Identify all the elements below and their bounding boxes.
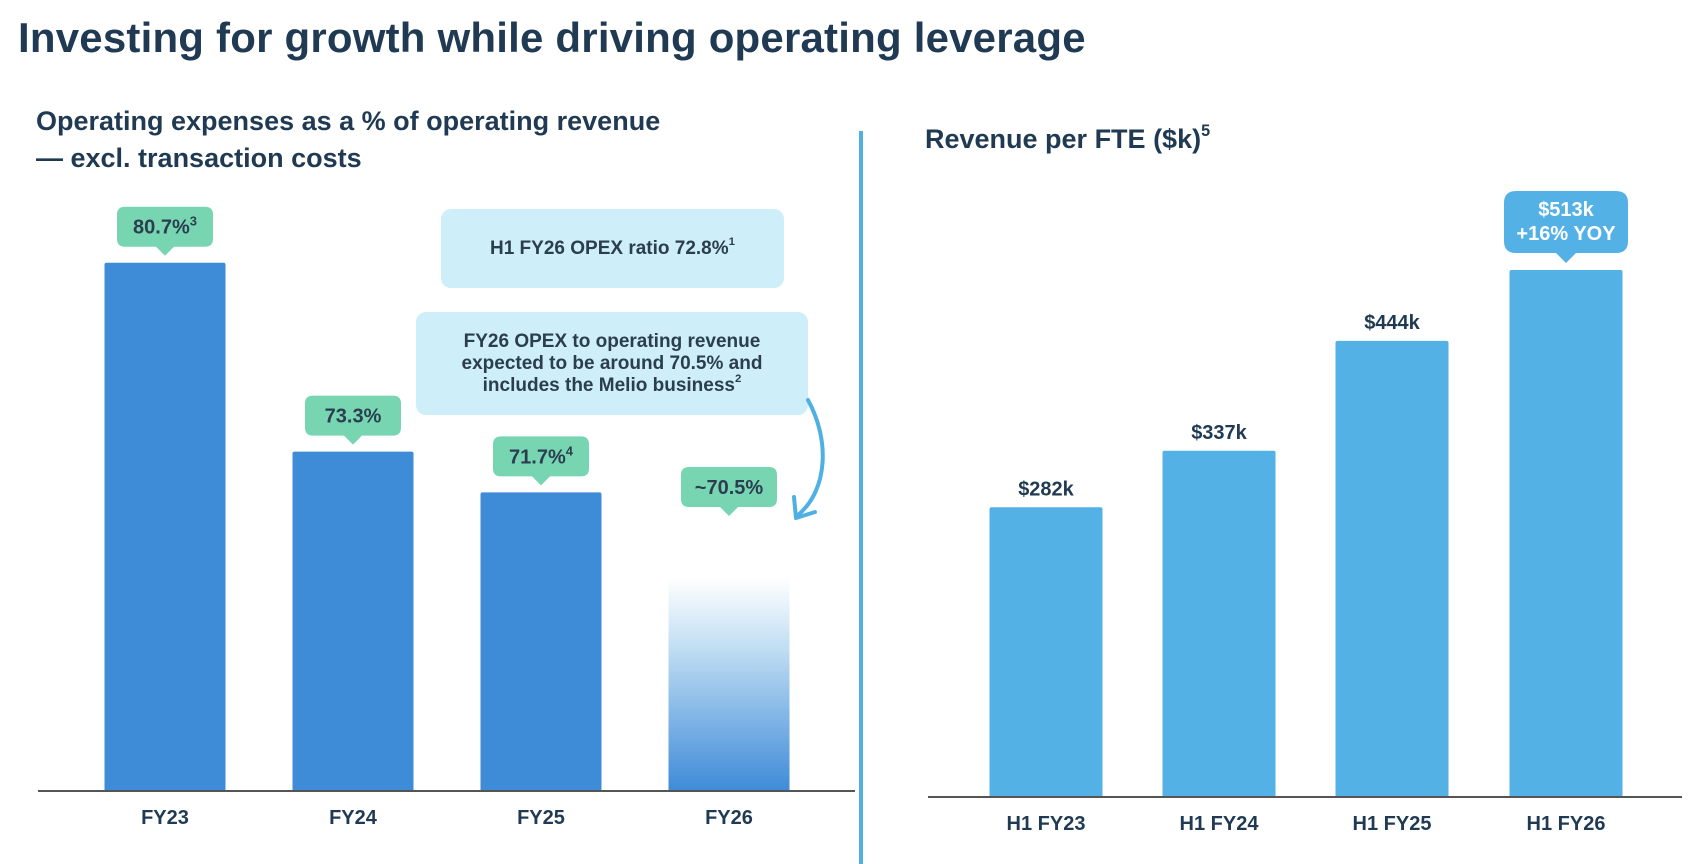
bar-fy26-projected (668, 578, 790, 791)
fy26-outlook-line2: expected to be around 70.5% and (461, 352, 763, 374)
footnote-marker: 3 (190, 214, 197, 229)
h1-opex-footnote: 1 (728, 236, 735, 249)
bar-h1-fy24 (1162, 450, 1276, 797)
left-chart-title-line1: Operating expenses as a % of operating r… (36, 106, 661, 136)
bar-value-label: 73.3% (325, 406, 382, 428)
bar-h1-fy23 (989, 507, 1103, 797)
bar-h1-fy26 (1509, 270, 1623, 797)
x-tick-label: FY23 (141, 807, 189, 829)
arrow-head-icon (792, 495, 817, 520)
fy26-outlook-callout: FY26 OPEX to operating revenue expected … (416, 312, 808, 415)
bar-value-label: ~70.5% (695, 477, 764, 499)
page-title: Investing for growth while driving opera… (18, 14, 1086, 61)
bar-value-label: $444k (1364, 312, 1420, 334)
curved-arrow-icon (796, 398, 825, 517)
right-chart-title-footnote: 5 (1201, 122, 1211, 141)
bar-fy24 (292, 451, 414, 791)
bar-fy25 (480, 492, 602, 791)
bar-h1-fy25 (1335, 340, 1449, 797)
fy26-outlook-line1: FY26 OPEX to operating revenue (463, 330, 761, 352)
bar-value-label: $513k (1538, 199, 1594, 221)
x-tick-label: FY24 (329, 807, 378, 829)
value-bubble (305, 395, 401, 445)
highlight-bubble (1504, 191, 1628, 263)
bar-fy23 (104, 262, 226, 792)
x-tick-label: H1 FY26 (1527, 813, 1606, 835)
section-divider (859, 131, 863, 864)
h1-opex-callout-text: H1 FY26 OPEX ratio 72.8% (489, 237, 729, 259)
right-chart-title-text: Revenue per FTE ($k) (925, 124, 1202, 154)
fy26-outlook-footnote: 2 (734, 373, 742, 386)
left-chart: 80.7%3 FY23 73.3% FY24 71.7%4 FY25 ~70.5% FY26 (38, 206, 855, 829)
bar-value-label: $282k (1018, 478, 1074, 500)
x-tick-label: FY26 (705, 807, 753, 829)
x-tick-label: H1 FY23 (1007, 813, 1086, 835)
h1-opex-callout: H1 FY26 OPEX ratio 72.8%1 (441, 209, 784, 288)
fy26-outlook-line3: includes the Melio business (482, 374, 735, 396)
yoy-growth-label: +16% YOY (1516, 223, 1616, 245)
footnote-marker: 4 (566, 443, 574, 458)
value-bubble (117, 206, 213, 256)
x-tick-label: FY25 (517, 807, 565, 829)
right-chart: $282k H1 FY23 $337k H1 FY24 $444k H1 FY25 $513… (928, 191, 1682, 835)
value-bubble (681, 467, 777, 517)
bar-value-label: 80.7%3 (133, 214, 197, 239)
right-chart-title: Revenue per FTE ($k)5 (925, 121, 1210, 158)
bar-value-label: 71.7%4 (509, 443, 574, 468)
value-bubble (493, 436, 589, 486)
left-chart-title-line2: — excl. transaction costs (36, 143, 362, 173)
left-chart-title: Operating expenses as a % of operating r… (36, 103, 660, 177)
x-tick-label: H1 FY24 (1180, 813, 1260, 835)
bar-value-label: $337k (1191, 422, 1247, 444)
x-tick-label: H1 FY25 (1353, 813, 1432, 835)
